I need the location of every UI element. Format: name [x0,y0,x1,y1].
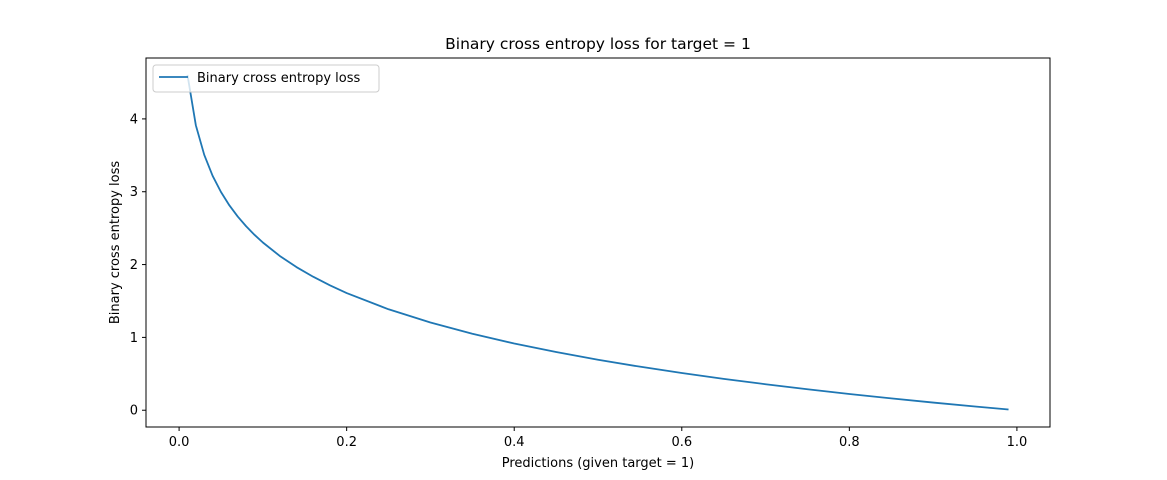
plot-area [146,58,1050,427]
series-layer [186,74,1009,411]
legend: Binary cross entropy loss [152,64,380,93]
y-tick-label: 1 [130,331,138,346]
series-line [186,74,1009,411]
y-tick-label: 0 [130,404,138,419]
x-axis: 0.0 0.2 0.4 0.6 0.8 1.0 [169,427,1028,450]
chart-title: Binary cross entropy loss for target = 1 [445,35,751,53]
plot-frame [145,57,1051,428]
x-axis-label: Predictions (given target = 1) [502,456,695,471]
y-tick-label: 4 [130,112,138,127]
x-tick-label: 0.2 [336,435,357,450]
y-tick-label: 2 [130,258,138,273]
legend-label: Binary cross entropy loss [197,71,361,86]
x-tick-label: 1.0 [1007,435,1028,450]
y-axis: 0 1 2 3 4 [130,112,146,419]
x-tick-label: 0.4 [504,435,525,450]
y-tick-label: 3 [130,185,138,200]
x-tick-label: 0.0 [169,435,190,450]
x-tick-label: 0.8 [839,435,860,450]
x-tick-label: 0.6 [671,435,692,450]
legend-box [152,64,380,93]
y-axis-label: Binary cross entropy loss [108,161,123,325]
